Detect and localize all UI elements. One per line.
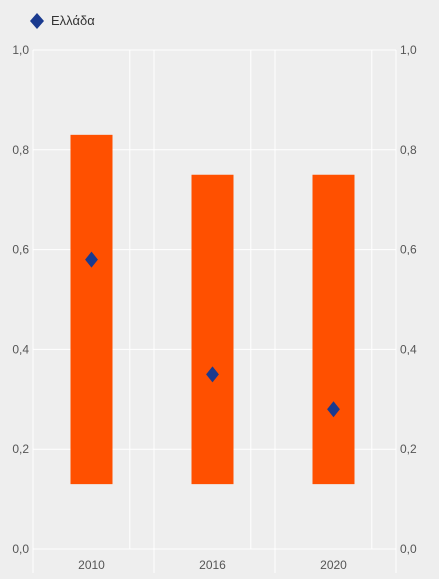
x-tick-label: 2020 [320, 558, 347, 572]
y-tick-label-left: 0,0 [12, 542, 29, 556]
legend: Ελλάδα [30, 13, 95, 29]
y-tick-label-right: 0,6 [400, 243, 417, 257]
data-markers [85, 251, 340, 418]
range-bars [70, 134, 355, 485]
y-tick-label-left: 0,6 [12, 243, 29, 257]
y-tick-label-right: 1,0 [400, 43, 417, 57]
bottom-strip [0, 579, 439, 583]
range-bar [312, 174, 355, 485]
y-tick-label-right: 0,8 [400, 143, 417, 157]
y-tick-label-left: 0,4 [12, 342, 29, 356]
legend-diamond-icon [30, 13, 44, 29]
y-tick-label-left: 0,2 [12, 442, 29, 456]
y-tick-label-left: 0,8 [12, 143, 29, 157]
y-tick-label-right: 0,0 [400, 542, 417, 556]
data-point-diamond [85, 251, 98, 268]
x-tick-label: 2010 [78, 558, 105, 572]
axes: 0,0 0,0 0,2 0,2 0,4 0,4 0,6 0,6 0,8 0,8 1,0 1,0 2010… [12, 43, 417, 572]
y-tick-label-left: 1,0 [12, 43, 29, 57]
data-point-diamond [206, 366, 219, 383]
y-tick-label-right: 0,4 [400, 342, 417, 356]
legend-label: Ελλάδα [51, 13, 95, 28]
y-tick-label-right: 0,2 [400, 442, 417, 456]
range-bar [70, 134, 113, 485]
range-bar [191, 174, 234, 485]
x-tick-label: 2016 [199, 558, 226, 572]
data-point-diamond [327, 401, 340, 418]
